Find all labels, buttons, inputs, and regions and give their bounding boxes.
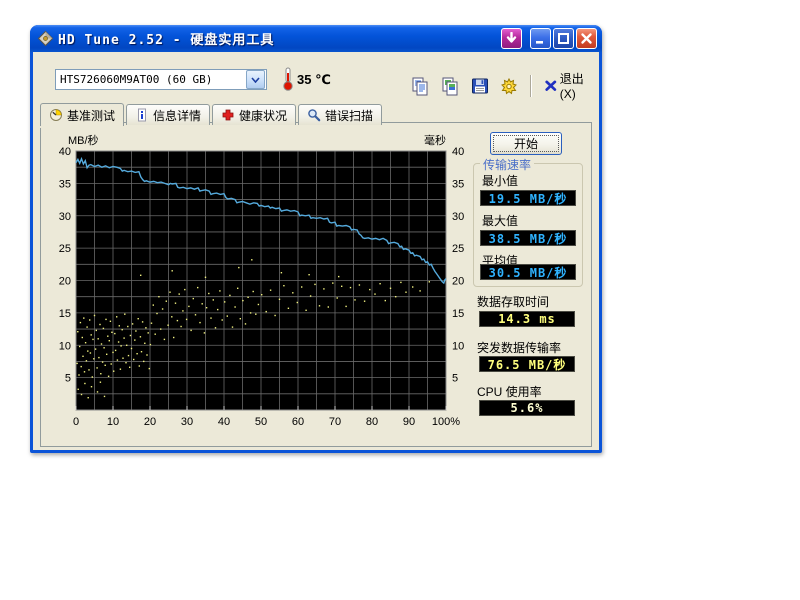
copy-text-icon [412, 77, 428, 95]
maximize-button[interactable] [553, 28, 574, 49]
benchmark-chart: 5 5 10 10 15 15 20 20 25 25 30 30 35 35 40 40 0 10 20 30 40 5… [59, 133, 465, 428]
min-label: 最小值 [482, 174, 519, 188]
close-button[interactable] [576, 28, 597, 49]
svg-text:30: 30 [181, 416, 193, 428]
cpu-usage-display: 5.6% [479, 400, 575, 416]
tab-error-scan-label: 错误扫描 [325, 108, 374, 123]
save-icon [471, 78, 488, 93]
download-arrow-button[interactable] [501, 28, 522, 49]
toolbar: 退出(X) [408, 68, 599, 103]
svg-text:20: 20 [144, 416, 156, 428]
exit-button[interactable]: 退出(X) [541, 68, 599, 103]
tab-info[interactable]: 信息详情 [126, 104, 211, 125]
svg-text:100%: 100% [432, 416, 460, 428]
client-area: HTS726060M9AT00 (60 GB) 35 ℃ [33, 52, 599, 450]
burst-rate-label: 突发数据传输率 [477, 341, 562, 355]
tab-error-scan[interactable]: 错误扫描 [298, 104, 383, 125]
svg-text:30: 30 [59, 211, 71, 223]
minimize-icon [536, 41, 543, 44]
transfer-rate-group: 传输速率 最小值 19.5 MB/秒 最大值 38.5 MB/秒 平均值 30.… [473, 156, 583, 287]
svg-text:50: 50 [255, 416, 267, 428]
access-time-display: 14.3 ms [479, 311, 575, 327]
min-value-display: 19.5 MB/秒 [480, 190, 576, 206]
tab-bar: 基准测试 信息详情 [40, 101, 384, 126]
svg-text:40: 40 [218, 416, 230, 428]
copy-image-icon [442, 77, 458, 95]
svg-text:35: 35 [452, 178, 464, 190]
transfer-rate-group-title: 传输速率 [480, 156, 535, 173]
tab-health-label: 健康状况 [239, 108, 288, 123]
tab-health[interactable]: 健康状况 [212, 104, 297, 125]
copy-text-button[interactable] [408, 73, 432, 99]
max-label: 最大值 [482, 214, 519, 228]
copy-image-button[interactable] [438, 73, 462, 99]
drive-select[interactable]: HTS726060M9AT00 (60 GB) [55, 69, 267, 90]
thermometer-icon [281, 66, 295, 92]
access-time-label: 数据存取时间 [477, 295, 550, 309]
window-title: HD Tune 2.52 - 硬盘实用工具 [58, 33, 275, 48]
svg-text:20: 20 [452, 276, 464, 288]
minimize-button[interactable] [530, 28, 551, 49]
exit-x-icon [545, 80, 557, 91]
options-gear-icon [501, 77, 518, 94]
chevron-down-icon [251, 76, 260, 83]
svg-text:5: 5 [65, 373, 71, 385]
svg-text:10: 10 [452, 340, 464, 352]
svg-text:90: 90 [403, 416, 415, 428]
benchmark-icon [49, 108, 63, 122]
titlebar[interactable]: HD Tune 2.52 - 硬盘实用工具 [30, 25, 602, 52]
svg-text:MB/秒: MB/秒 [68, 133, 99, 147]
tab-benchmark-label: 基准测试 [67, 108, 116, 123]
avg-value-display: 30.5 MB/秒 [480, 264, 576, 280]
svg-text:40: 40 [452, 146, 464, 158]
max-value-display: 38.5 MB/秒 [480, 230, 576, 246]
svg-text:10: 10 [107, 416, 119, 428]
save-button[interactable] [468, 73, 492, 99]
svg-text:25: 25 [452, 243, 464, 255]
cpu-usage-label: CPU 使用率 [477, 385, 542, 399]
maximize-icon [558, 33, 569, 44]
temperature-value: 35 ℃ [297, 72, 331, 87]
svg-text:40: 40 [59, 146, 71, 158]
app-icon [37, 30, 54, 47]
drive-select-value: HTS726060M9AT00 (60 GB) [60, 73, 213, 86]
svg-text:15: 15 [452, 308, 464, 320]
svg-text:15: 15 [59, 308, 71, 320]
burst-rate-display: 76.5 MB/秒 [479, 356, 575, 372]
svg-text:5: 5 [452, 373, 458, 385]
svg-text:35: 35 [59, 178, 71, 190]
svg-text:0: 0 [73, 416, 79, 428]
close-icon [581, 33, 592, 44]
svg-text:25: 25 [59, 243, 71, 255]
svg-text:80: 80 [366, 416, 378, 428]
scan-magnifier-icon [307, 108, 321, 122]
health-icon [221, 108, 235, 122]
toolbar-separator [530, 74, 533, 97]
svg-text:60: 60 [292, 416, 304, 428]
benchmark-panel: 5 5 10 10 15 15 20 20 25 25 30 30 35 35 40 40 0 10 20 30 40 5… [40, 122, 592, 447]
svg-text:20: 20 [59, 276, 71, 288]
titlebar-buttons [501, 28, 597, 49]
start-button[interactable]: 开始 [490, 132, 562, 155]
down-arrow-icon [506, 32, 517, 43]
hd-tune-window: HD Tune 2.52 - 硬盘实用工具 [30, 25, 602, 453]
exit-label: 退出(X) [559, 72, 584, 101]
svg-text:10: 10 [59, 340, 71, 352]
options-button[interactable] [497, 73, 521, 99]
svg-text:30: 30 [452, 211, 464, 223]
tab-info-label: 信息详情 [153, 108, 202, 123]
info-icon [135, 108, 149, 122]
svg-text:70: 70 [329, 416, 341, 428]
svg-text:毫秒: 毫秒 [424, 133, 446, 147]
tab-benchmark[interactable]: 基准测试 [40, 103, 125, 126]
drive-select-dropdown-button[interactable] [246, 70, 265, 89]
